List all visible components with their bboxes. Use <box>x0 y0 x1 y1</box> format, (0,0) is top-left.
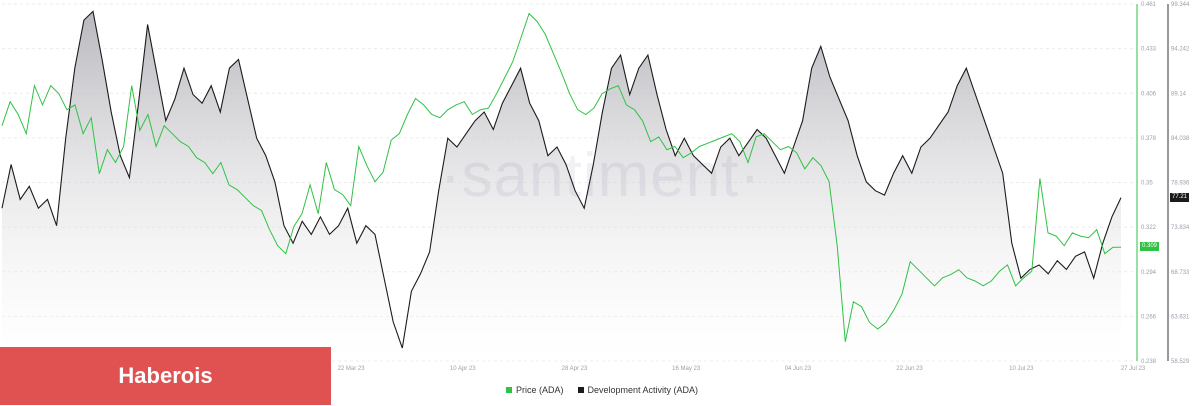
x-tick-label: 16 May 23 <box>672 366 701 372</box>
y-right-tick-label: 84.038 <box>1171 136 1190 142</box>
x-tick-label: 27 Jul 23 <box>1121 366 1146 372</box>
y-right-tick-label: 63.631 <box>1171 314 1190 320</box>
x-tick-label: 28 Apr 23 <box>562 366 588 372</box>
y-left-tick-label: 0.378 <box>1141 136 1157 142</box>
legend-swatch-dev-activity <box>577 387 584 393</box>
y-left-tick-label: 0.35 <box>1141 181 1153 187</box>
y-left-tick-label: 0.266 <box>1141 314 1157 320</box>
x-tick-label: 10 Apr 23 <box>450 366 476 372</box>
legend: Price (ADA) Development Activity (ADA) <box>506 385 698 395</box>
y-left-ticks: 0.461 0.433 0.406 0.378 0.35 0.322 0.294 0.266 0… <box>1141 2 1157 365</box>
dev-activity-line <box>1 10 1122 349</box>
y-left-tick-label: 0.406 <box>1141 91 1157 97</box>
santiment-watermark: ·santiment· <box>440 141 762 210</box>
x-tick-label: 04 Jun 23 <box>785 366 812 372</box>
x-tick-label: 22 Mar 23 <box>338 366 366 372</box>
price-last-value: 0.309 <box>1140 242 1160 252</box>
y-right-tick-label: 78.936 <box>1171 181 1190 187</box>
y-left-tick-label: 0.461 <box>1141 2 1157 8</box>
dev-activity-area <box>2 11 1121 362</box>
legend-item-dev-activity[interactable]: Development Activity (ADA) <box>577 385 699 395</box>
x-tick-label: 10 Jul 23 <box>1009 366 1034 372</box>
legend-swatch-price <box>506 387 512 393</box>
legend-label-price: Price (ADA) <box>516 385 564 395</box>
y-right-tick-label: 89.14 <box>1171 91 1187 97</box>
y-left-tick-label: 0.238 <box>1141 359 1157 365</box>
y-right-ticks: 99.344 94.242 89.14 84.038 78.936 73.834 68.73… <box>1171 2 1190 365</box>
y-left-tick-label: 0.294 <box>1141 270 1157 276</box>
legend-label-dev-activity: Development Activity (ADA) <box>587 385 699 395</box>
x-tick-label: 22 Jun 23 <box>896 366 923 372</box>
y-left-tick-label: 0.433 <box>1141 47 1157 53</box>
price-line <box>1 12 1121 342</box>
y-right-tick-label: 99.344 <box>1171 2 1190 8</box>
y-right-tick-label: 73.834 <box>1171 225 1190 231</box>
y-right-tick-label: 58.529 <box>1171 359 1190 365</box>
y-right-tick-label: 94.242 <box>1171 47 1190 53</box>
y-left-tick-label: 0.322 <box>1141 225 1157 231</box>
haberois-badge: Haberois <box>0 347 331 405</box>
legend-item-price[interactable]: Price (ADA) <box>506 385 564 395</box>
dev-activity-last-value: 77.21 <box>1170 192 1190 202</box>
y-right-tick-label: 68.733 <box>1171 270 1190 276</box>
